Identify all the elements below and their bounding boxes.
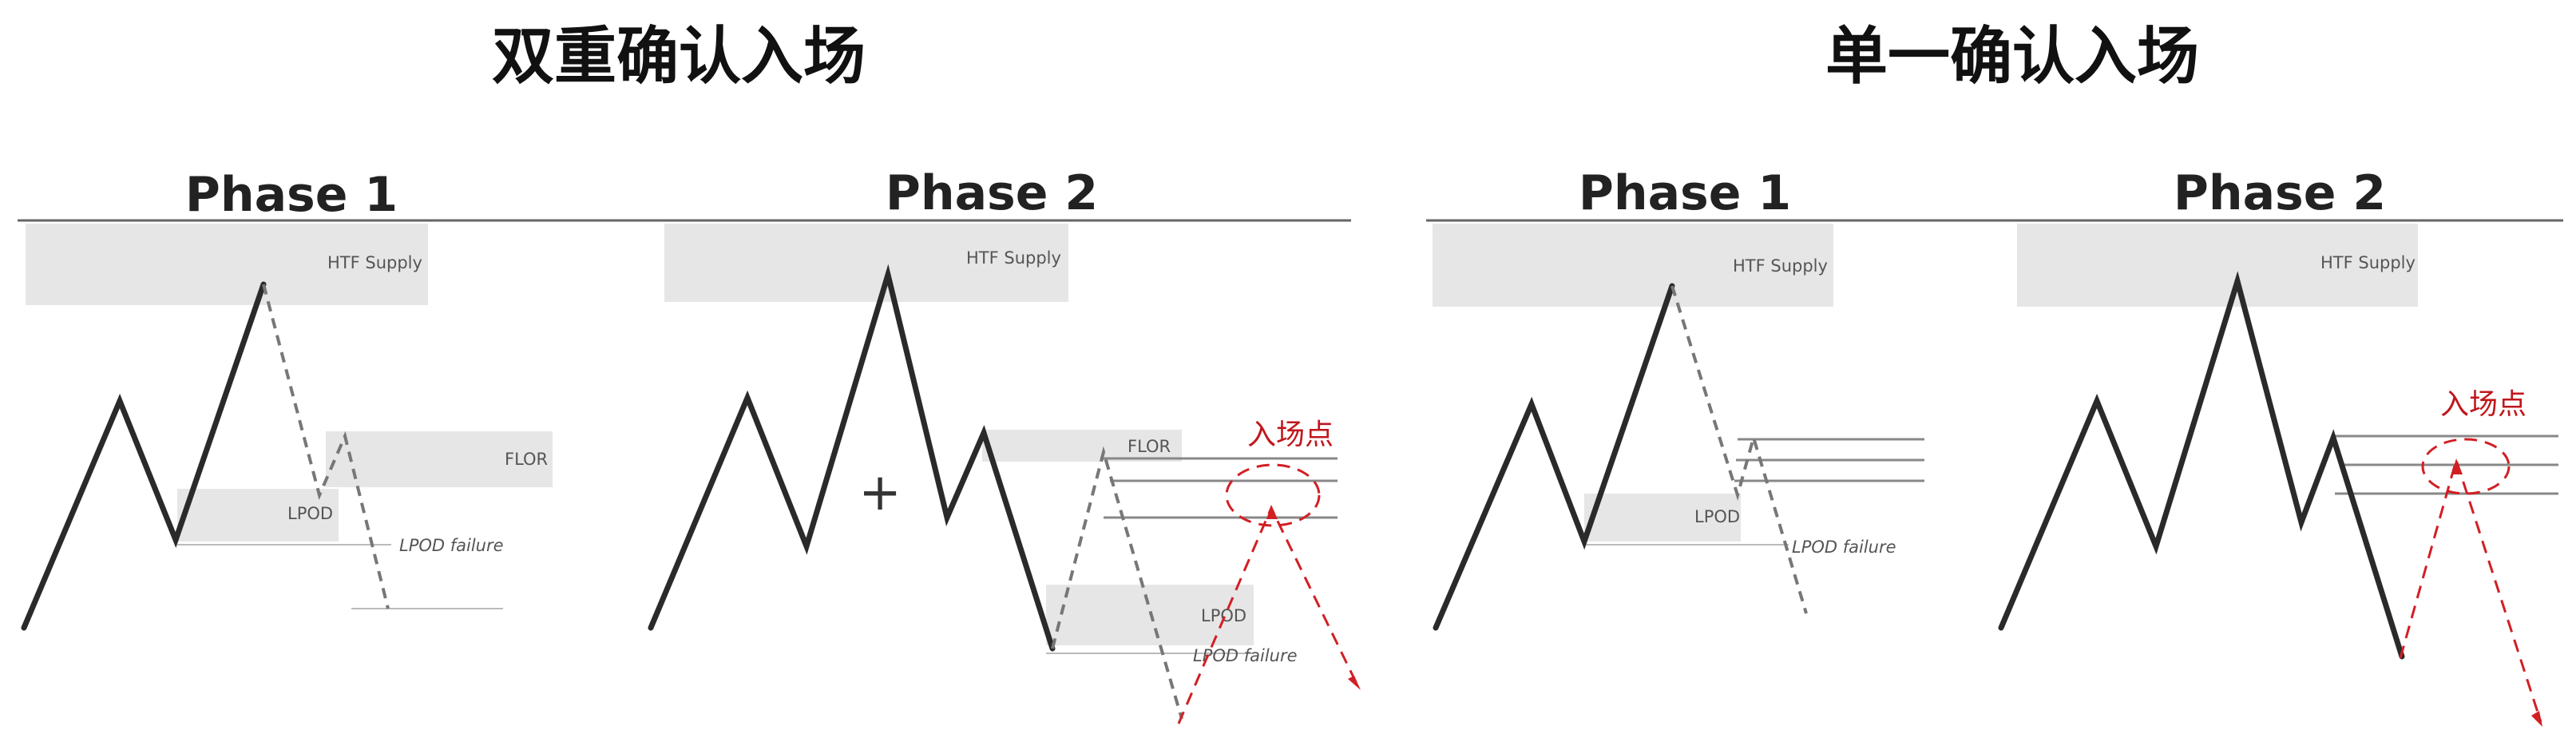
- projected-path: [262, 284, 390, 609]
- htf-supply-zone: [26, 224, 428, 305]
- lpod-zone: [177, 489, 339, 542]
- entry-arrow-head: [2451, 458, 2463, 474]
- htf-supply-zone: [1433, 224, 1833, 307]
- left-phase1: Phase 1 HTF Supply FLOR LPOD LPOD failur…: [21, 167, 553, 631]
- htf-supply-label: HTF Supply: [2320, 253, 2415, 272]
- htf-supply-label: HTF Supply: [1733, 256, 1828, 276]
- price-path: [21, 281, 267, 631]
- flor-zone: [982, 430, 1182, 462]
- htf-supply-label: HTF Supply: [327, 253, 422, 272]
- plus-sign: +: [858, 463, 902, 522]
- entry-zone-circle: [1225, 463, 1321, 527]
- lpod-failure-label: LPOD failure: [1792, 538, 1896, 557]
- entry-point-label: 入场点: [1247, 419, 1334, 451]
- entry-point-label: 入场点: [2440, 388, 2526, 421]
- flor-zone: [326, 431, 553, 487]
- right-phase1: Phase 1 HTF Supply LPOD LPOD failure: [1433, 165, 1924, 631]
- phase-label: Phase 1: [185, 167, 398, 223]
- title-double-confirmation: 双重确认入场: [491, 21, 866, 93]
- entry-path: [2399, 455, 2542, 723]
- price-path: [648, 264, 1056, 652]
- entry-arrow-head: [1266, 505, 1278, 519]
- left-phase2: Phase 2 HTF Supply + FLOR LPOD LPOD fail…: [648, 165, 1361, 724]
- projected-path: [1051, 446, 1183, 720]
- flor-label: FLOR: [1127, 437, 1171, 456]
- lpod-label: LPOD: [1694, 507, 1740, 526]
- price-path: [1998, 271, 2405, 660]
- projected-path: [1670, 285, 1808, 614]
- target-arrow-head: [1348, 676, 1361, 690]
- htf-supply-zone: [2017, 224, 2418, 307]
- htf-supply-zone: [664, 224, 1068, 302]
- price-path: [1433, 283, 1675, 631]
- lpod-zone: [1584, 494, 1741, 542]
- lpod-label: LPOD: [287, 504, 333, 523]
- lpod-failure-label: LPOD failure: [399, 536, 504, 555]
- flor-label: FLOR: [505, 450, 548, 469]
- phase-label: Phase 1: [1579, 165, 1791, 221]
- phase-label: Phase 2: [2174, 165, 2386, 221]
- lpod-label: LPOD: [1201, 606, 1246, 625]
- right-phase2: Phase 2 HTF Supply 入场点: [1998, 165, 2558, 727]
- title-single-confirmation: 单一确认入场: [1825, 21, 2199, 93]
- lpod-failure-label: LPOD failure: [1193, 646, 1298, 665]
- entry-zone-circle: [2421, 438, 2511, 495]
- htf-supply-label: HTF Supply: [966, 248, 1061, 268]
- phase-label: Phase 2: [886, 165, 1098, 221]
- target-arrow-head: [2531, 711, 2542, 727]
